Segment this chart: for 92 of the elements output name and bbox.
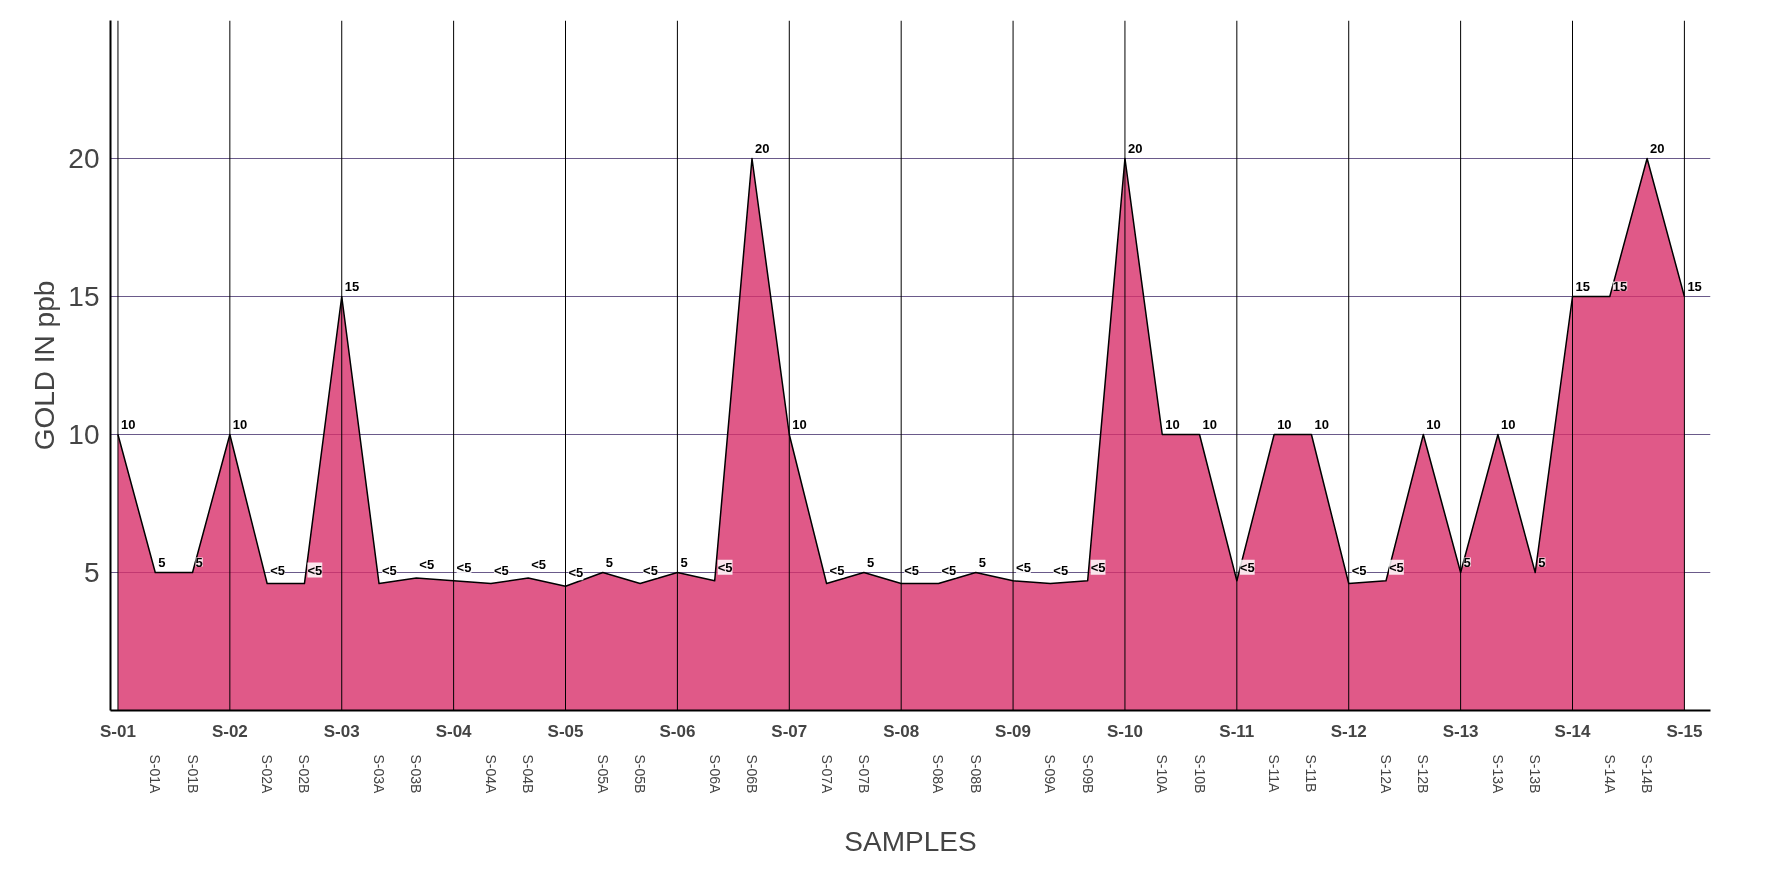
data-label: <5 xyxy=(941,562,957,578)
data-label: 10 xyxy=(1314,416,1329,432)
data-label: <5 xyxy=(1351,562,1367,578)
data-label: 5 xyxy=(978,554,986,570)
x-tick-label: S-07A xyxy=(818,754,835,795)
data-label: 5 xyxy=(1463,554,1471,570)
x-tick-label: S-02 xyxy=(211,721,248,741)
x-tick-label: S-04 xyxy=(435,721,473,741)
data-label: 20 xyxy=(1650,140,1665,156)
x-tick-label: S-09B xyxy=(1079,754,1096,794)
x-tick-label: S-08A xyxy=(930,754,947,795)
data-label: <5 xyxy=(419,557,435,573)
data-label: <5 xyxy=(643,562,658,578)
data-label: 5 xyxy=(680,554,688,570)
x-tick-label: S-12A xyxy=(1378,754,1395,795)
x-tick-label: S-07B xyxy=(855,754,872,794)
x-tick-label: S-14A xyxy=(1601,754,1618,795)
x-tick-label: S-03 xyxy=(323,721,360,741)
x-tick-label: S-02A xyxy=(259,754,276,795)
data-label: <5 xyxy=(1389,559,1404,575)
data-label: <5 xyxy=(270,562,285,578)
data-label: 10 xyxy=(1277,416,1292,432)
x-tick-label: S-12 xyxy=(1330,721,1367,741)
data-label: <5 xyxy=(1016,559,1031,575)
data-label: 5 xyxy=(195,554,203,570)
x-tick-label: S-05B xyxy=(632,754,649,794)
x-tick-label: S-15 xyxy=(1666,721,1703,741)
x-tick-label: S-14B xyxy=(1639,754,1656,794)
data-label: <5 xyxy=(568,565,584,581)
data-label: <5 xyxy=(829,562,845,578)
y-tick-label: 20 xyxy=(68,143,100,174)
x-tick-label: S-04B xyxy=(520,754,537,794)
data-label: 20 xyxy=(754,140,770,156)
data-label: 20 xyxy=(1127,140,1143,156)
x-tick-label: S-08B xyxy=(967,754,984,794)
x-tick-label: S-13B xyxy=(1527,754,1544,794)
y-tick-label: 5 xyxy=(83,557,100,588)
data-label: 10 xyxy=(232,416,248,432)
data-label: <5 xyxy=(904,562,919,578)
data-label: <5 xyxy=(307,562,323,578)
x-tick-label: S-14 xyxy=(1554,721,1591,741)
x-tick-label: S-13 xyxy=(1442,721,1479,741)
y-tick-label: 15 xyxy=(68,281,100,312)
data-label: 5 xyxy=(1538,554,1546,570)
x-tick-label: S-10 xyxy=(1107,721,1143,741)
x-tick-label: S-06A xyxy=(706,754,723,795)
data-label: 10 xyxy=(1500,416,1516,432)
x-tick-label: S-04A xyxy=(482,754,499,795)
x-tick-label: S-08 xyxy=(883,721,920,741)
x-tick-label: S-07 xyxy=(771,721,808,741)
data-label: 5 xyxy=(866,554,875,570)
data-label: <5 xyxy=(1053,562,1069,578)
x-axis-title: SAMPLES xyxy=(844,826,977,858)
x-tick-label: S-09 xyxy=(995,721,1032,741)
data-label: 15 xyxy=(1687,278,1702,294)
x-tick-label: S-12B xyxy=(1415,754,1432,794)
data-label: <5 xyxy=(1090,559,1106,575)
data-label: 10 xyxy=(120,416,136,432)
data-label: 15 xyxy=(1612,278,1628,294)
x-tick-label: S-11 xyxy=(1219,721,1255,741)
data-label: 10 xyxy=(1202,416,1218,432)
x-tick-label: S-03A xyxy=(371,754,388,795)
data-label: <5 xyxy=(1239,559,1255,575)
y-tick-label: 10 xyxy=(68,419,100,450)
data-label: 5 xyxy=(605,554,614,570)
x-tick-label: S-09A xyxy=(1042,754,1059,795)
x-tick-label: S-10A xyxy=(1154,754,1171,795)
x-tick-label: S-06B xyxy=(743,754,760,794)
x-tick-label: S-02B xyxy=(296,754,313,794)
x-tick-label: S-01A xyxy=(147,754,164,795)
data-label: <5 xyxy=(531,557,547,573)
data-label: 5 xyxy=(158,554,166,570)
data-label: 15 xyxy=(1575,278,1590,294)
y-axis-title: GOLD IN ppb xyxy=(29,280,61,451)
data-label: <5 xyxy=(382,562,397,578)
x-tick-label: S-11B xyxy=(1303,754,1320,793)
x-tick-label: S-06 xyxy=(659,721,696,741)
data-label: <5 xyxy=(493,562,509,578)
x-tick-label: S-05 xyxy=(547,721,584,741)
x-tick-label: S-10B xyxy=(1191,754,1208,794)
data-label: 10 xyxy=(792,416,807,432)
x-tick-label: S-03B xyxy=(408,754,425,794)
data-label: 10 xyxy=(1426,416,1441,432)
data-label: 10 xyxy=(1165,416,1180,432)
x-tick-label: S-01 xyxy=(100,721,136,741)
x-tick-label: S-01B xyxy=(184,754,201,794)
data-label: <5 xyxy=(456,559,472,575)
x-tick-label: S-13A xyxy=(1489,754,1506,795)
x-tick-label: S-05A xyxy=(594,754,611,795)
x-tick-label: S-11A xyxy=(1266,754,1283,794)
data-label: <5 xyxy=(717,559,733,575)
data-label: 15 xyxy=(344,278,360,294)
